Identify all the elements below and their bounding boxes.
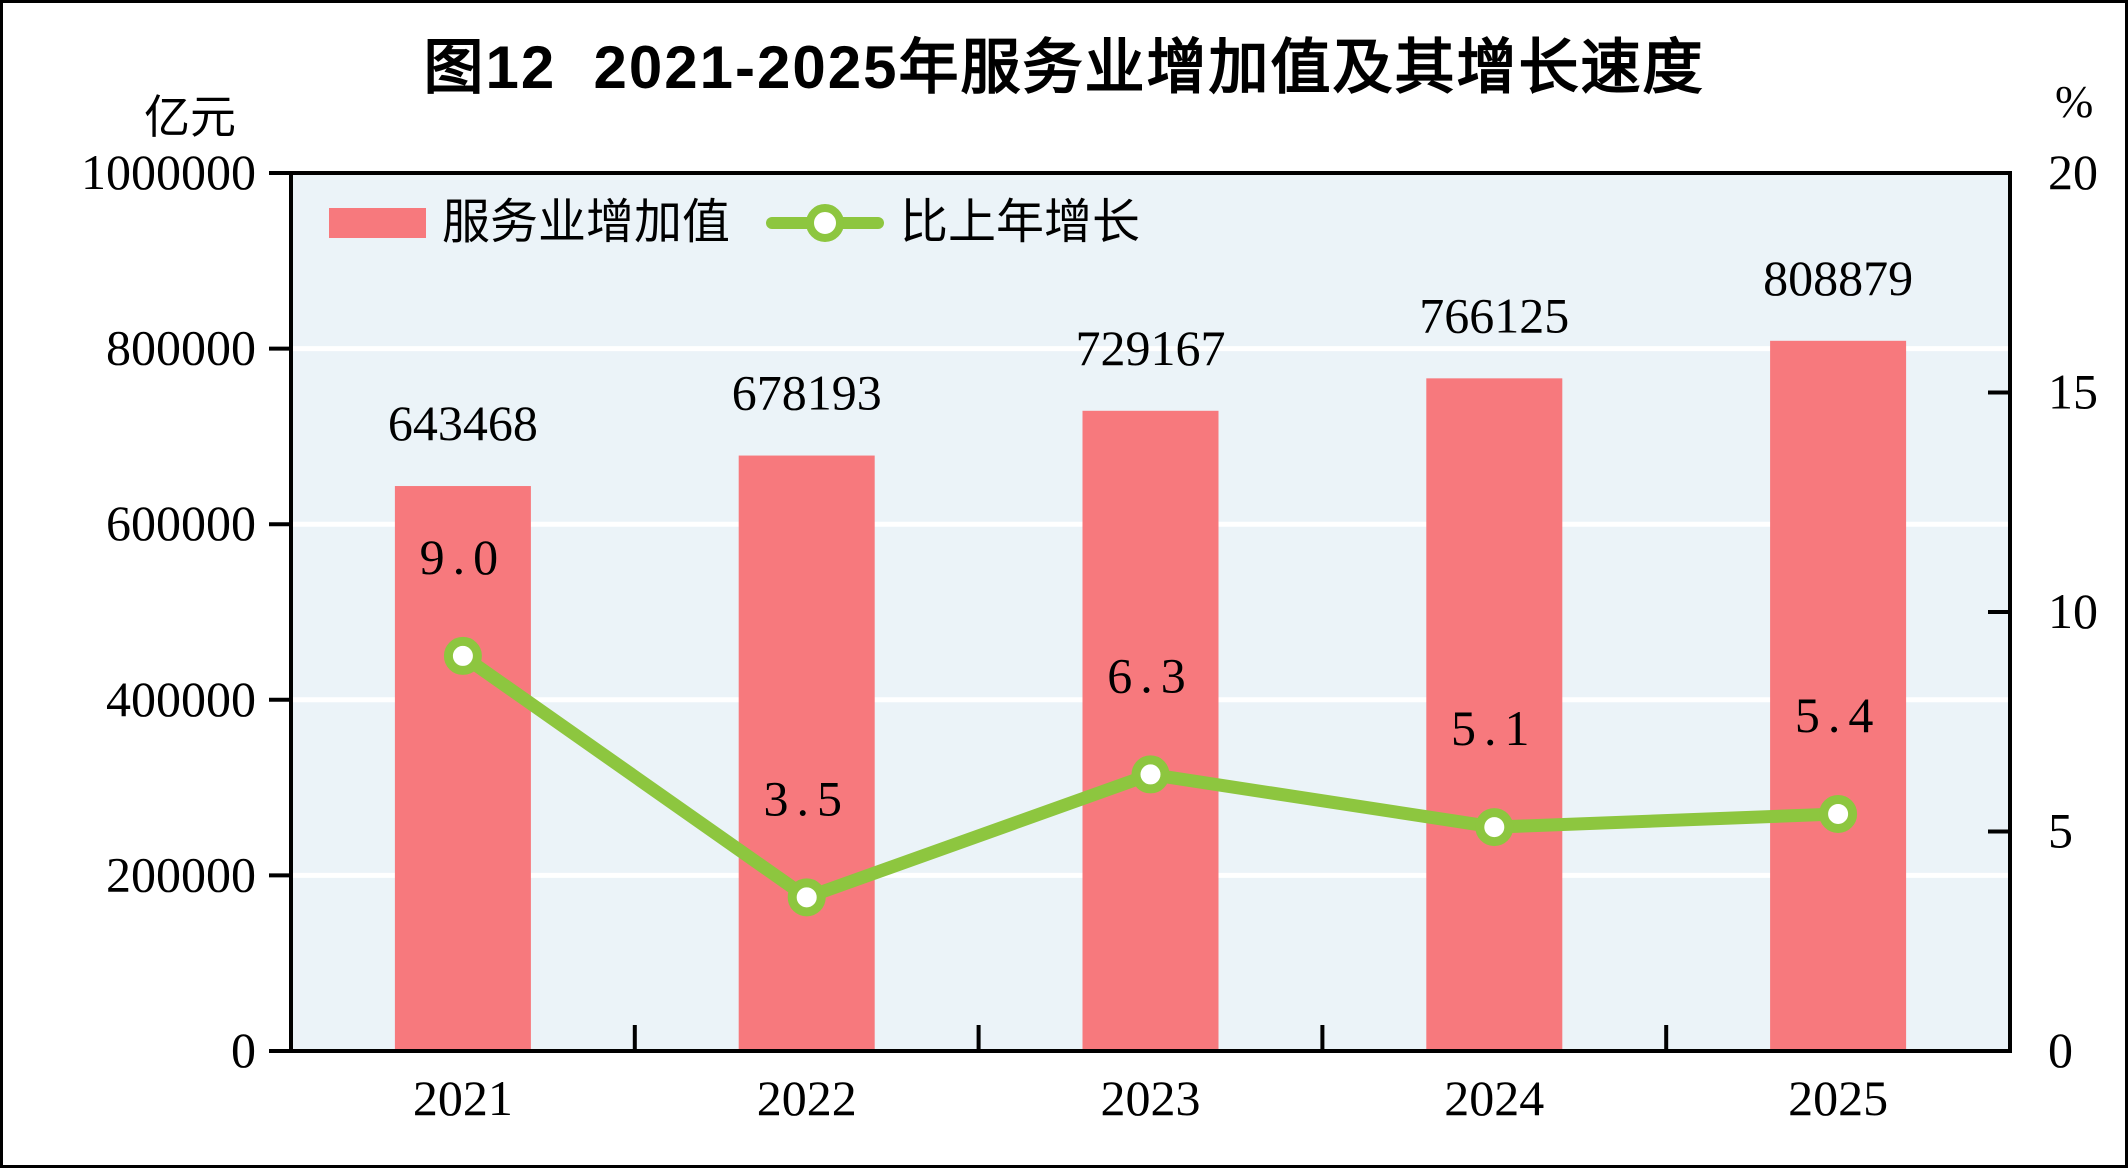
legend: 服务业增加值 比上年增长 <box>329 196 1141 249</box>
growth-marker-2022 <box>787 878 826 917</box>
right-tick-label-20: 20 <box>2048 144 2098 200</box>
bar-value-label-2025: 808879 <box>1763 250 1913 306</box>
bar-2021 <box>394 486 531 1051</box>
x-label-2024: 2024 <box>1444 1070 1544 1126</box>
growth-value-label-2024: 5.1 <box>1451 700 1538 756</box>
right-tick-label-5: 5 <box>2048 803 2073 859</box>
legend-bar-swatch <box>329 208 426 238</box>
left-tick-label-800000: 800000 <box>106 320 256 376</box>
chart-title: 图12 2021-2025年服务业增加值及其增长速度 <box>423 34 1705 101</box>
x-label-2025: 2025 <box>1788 1070 1888 1126</box>
bar-value-label-2021: 643468 <box>388 395 538 451</box>
right-tick-label-0: 0 <box>2048 1022 2073 1078</box>
left-tick-label-400000: 400000 <box>106 671 256 727</box>
x-label-2021: 2021 <box>413 1070 513 1126</box>
growth-value-label-2023: 6.3 <box>1107 647 1194 703</box>
growth-value-label-2022: 3.5 <box>763 770 850 826</box>
bar-value-label-2023: 729167 <box>1076 320 1226 376</box>
legend-line-swatch <box>766 201 885 245</box>
bar-value-label-2024: 766125 <box>1419 287 1569 343</box>
right-tick-label-15: 15 <box>2048 364 2098 420</box>
bar-2025 <box>1770 340 1907 1052</box>
chart-plot-svg: 1000000 800000 600000 400000 200000 0 20 15 10 5 0… <box>81 144 2098 1126</box>
x-label-2022: 2022 <box>757 1070 857 1126</box>
left-tick-label-600000: 600000 <box>106 495 256 551</box>
bar-2022 <box>738 455 875 1052</box>
left-tick-label-200000: 200000 <box>106 846 256 902</box>
bar-2024 <box>1426 378 1563 1051</box>
bar-2023 <box>1082 410 1219 1051</box>
legend-label-line: 比上年增长 <box>900 196 1141 249</box>
bar-value-label-2022: 678193 <box>732 365 882 421</box>
growth-marker-2021 <box>443 636 482 675</box>
legend-line-marker-icon <box>806 204 845 242</box>
left-tick-label-0: 0 <box>231 1022 256 1078</box>
right-tick-label-10: 10 <box>2048 583 2098 639</box>
growth-value-label-2025: 5.4 <box>1795 687 1882 743</box>
legend-label-bar: 服务业增加值 <box>442 196 731 249</box>
x-label-2023: 2023 <box>1101 1070 1201 1126</box>
left-tick-label-1000000: 1000000 <box>81 144 256 200</box>
growth-marker-2025 <box>1819 794 1858 833</box>
left-axis-unit: 亿元 <box>144 92 236 143</box>
growth-marker-2023 <box>1131 755 1170 794</box>
growth-value-label-2021: 9.0 <box>420 529 507 585</box>
growth-marker-2024 <box>1475 808 1514 847</box>
right-axis-unit: % <box>2055 76 2094 127</box>
